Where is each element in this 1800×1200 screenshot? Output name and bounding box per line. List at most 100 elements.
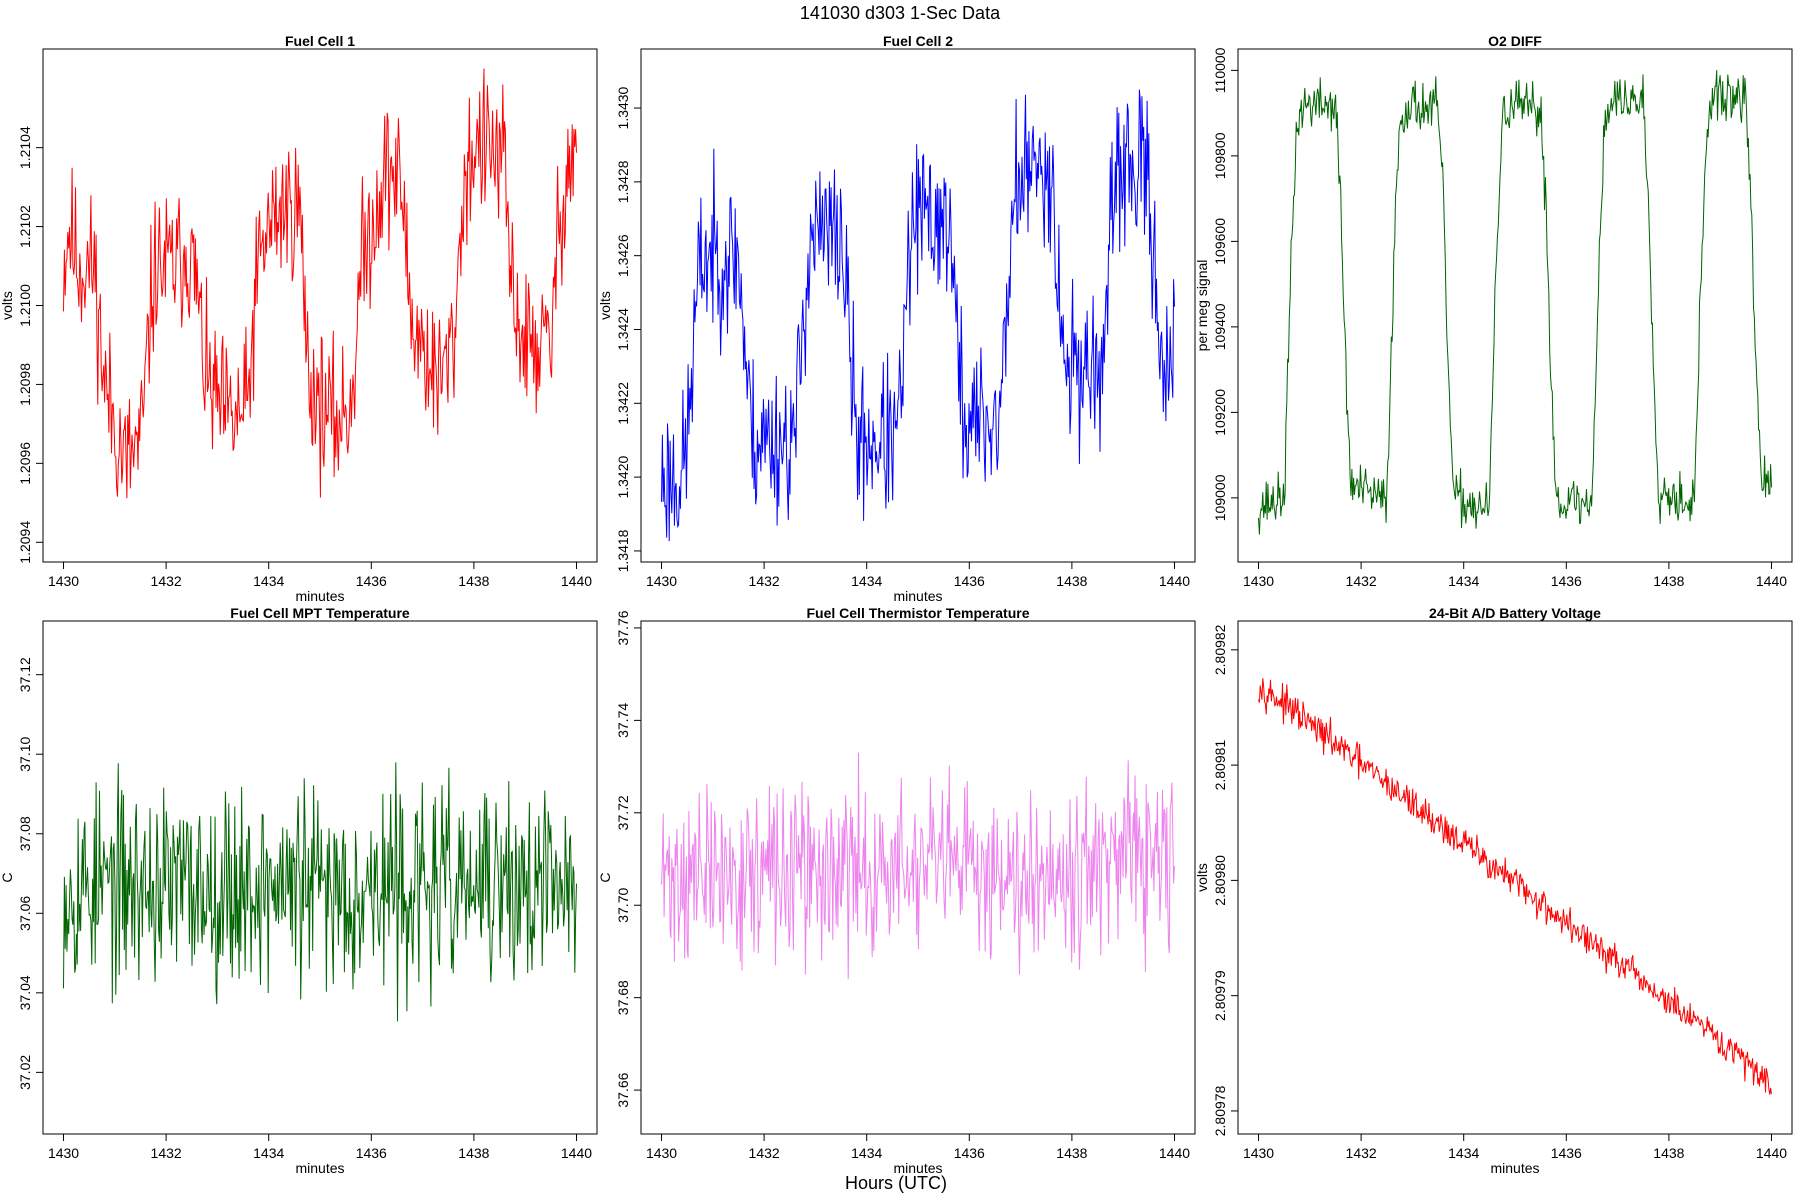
x-tick-label: 1438 <box>1056 573 1087 589</box>
panel-1: Fuel Cell 1 1430 1432 1434 1436 1438 1440 1.209… <box>0 33 598 604</box>
x-tick-label: 1432 <box>1346 573 1377 589</box>
y-tick-label: 37.68 <box>615 980 631 1015</box>
x-tick-label: 1434 <box>851 1145 882 1161</box>
y-tick-label: 37.04 <box>17 975 33 1010</box>
y-axis-label: volts <box>1194 863 1210 892</box>
x-tick-label: 1432 <box>151 1145 182 1161</box>
x-tick-label: 1438 <box>1653 1145 1684 1161</box>
y-tick-label: 37.72 <box>615 795 631 830</box>
y-tick-label: 37.66 <box>615 1072 631 1107</box>
plot-frame <box>42 48 598 563</box>
y-tick-label: 109200 <box>1212 389 1228 436</box>
panel-3: O2 DIFF 1430 1432 1434 1436 1438 1440 109000 109… <box>1194 33 1793 589</box>
series-line <box>1258 678 1772 1095</box>
x-tick-label: 1440 <box>1756 573 1787 589</box>
y-axis-label: C <box>0 872 15 882</box>
x-tick-label: 1434 <box>253 573 284 589</box>
panel-title: Fuel Cell Thermistor Temperature <box>806 605 1029 621</box>
x-tick-label: 1440 <box>561 1145 592 1161</box>
x-axis-label: minutes <box>893 1160 942 1176</box>
plot-frame <box>1237 48 1793 563</box>
x-tick-label: 1430 <box>48 573 79 589</box>
x-tick-label: 1438 <box>458 1145 489 1161</box>
x-tick-label: 1430 <box>646 573 677 589</box>
x-axis-label: minutes <box>295 1160 344 1176</box>
y-axis-label: C <box>597 872 613 882</box>
y-tick-label: 1.2100 <box>17 284 33 327</box>
x-tick-label: 1434 <box>1448 1145 1479 1161</box>
x-tick-label: 1434 <box>253 1145 284 1161</box>
y-tick-label: 2.80978 <box>1212 1085 1228 1136</box>
panel-title: Fuel Cell 2 <box>883 33 953 49</box>
plot-frame <box>640 48 1196 563</box>
y-axis-label: per meg signal <box>1194 260 1210 352</box>
y-tick-label: 1.3418 <box>615 529 631 572</box>
y-tick-label: 1.2102 <box>17 205 33 248</box>
x-tick-label: 1436 <box>954 573 985 589</box>
y-tick-label: 109000 <box>1212 474 1228 521</box>
series-line <box>661 752 1175 980</box>
x-tick-label: 1440 <box>1756 1145 1787 1161</box>
x-tick-label: 1438 <box>1653 573 1684 589</box>
x-axis-label: minutes <box>295 588 344 604</box>
y-tick-label: 37.08 <box>17 816 33 851</box>
panel-2: Fuel Cell 2 1430 1432 1434 1436 1438 1440 1.341… <box>597 33 1196 604</box>
x-tick-label: 1440 <box>561 573 592 589</box>
x-tick-label: 1438 <box>458 573 489 589</box>
plot-frame <box>640 620 1196 1135</box>
panel-title: Fuel Cell 1 <box>285 33 355 49</box>
x-tick-label: 1436 <box>356 573 387 589</box>
x-tick-label: 1440 <box>1159 1145 1190 1161</box>
y-tick-label: 1.2094 <box>17 521 33 564</box>
x-tick-label: 1434 <box>1448 573 1479 589</box>
series-line <box>63 762 577 1022</box>
x-tick-label: 1436 <box>1551 573 1582 589</box>
x-tick-label: 1436 <box>954 1145 985 1161</box>
x-tick-label: 1432 <box>1346 1145 1377 1161</box>
series-line <box>1258 70 1772 535</box>
x-tick-label: 1436 <box>356 1145 387 1161</box>
figure-x-axis-title: Hours (UTC) <box>845 1173 947 1193</box>
y-tick-label: 2.80982 <box>1212 624 1228 675</box>
y-tick-label: 1.3426 <box>615 234 631 277</box>
panel-title: Fuel Cell MPT Temperature <box>230 605 410 621</box>
figure-title: 141030 d303 1-Sec Data <box>800 3 1001 23</box>
y-tick-label: 37.70 <box>615 888 631 923</box>
y-tick-label: 1.2096 <box>17 442 33 485</box>
x-tick-label: 1432 <box>749 573 780 589</box>
panel-title: O2 DIFF <box>1488 33 1542 49</box>
y-tick-label: 1.2098 <box>17 363 33 406</box>
x-tick-label: 1430 <box>1243 573 1274 589</box>
y-tick-label: 2.80979 <box>1212 970 1228 1021</box>
x-tick-label: 1432 <box>151 573 182 589</box>
y-tick-label: 37.76 <box>615 610 631 645</box>
x-tick-label: 1430 <box>1243 1145 1274 1161</box>
x-tick-label: 1430 <box>646 1145 677 1161</box>
y-tick-label: 37.06 <box>17 896 33 931</box>
y-tick-label: 1.3424 <box>615 308 631 351</box>
y-tick-label: 109400 <box>1212 303 1228 350</box>
y-tick-label: 109800 <box>1212 132 1228 179</box>
y-tick-label: 1.3422 <box>615 382 631 425</box>
y-tick-label: 109600 <box>1212 218 1228 265</box>
y-axis-label: volts <box>597 291 613 320</box>
y-tick-label: 1.2104 <box>17 126 33 169</box>
series-line <box>661 89 1175 542</box>
x-tick-label: 1432 <box>749 1145 780 1161</box>
y-tick-label: 37.02 <box>17 1055 33 1090</box>
x-tick-label: 1430 <box>48 1145 79 1161</box>
plot-frame <box>1237 620 1793 1135</box>
panel-4: Fuel Cell MPT Temperature 1430 1432 1434 143… <box>0 605 598 1176</box>
plot-frame <box>42 620 598 1135</box>
x-tick-label: 1440 <box>1159 573 1190 589</box>
y-tick-label: 37.12 <box>17 657 33 692</box>
panel-title: 24-Bit A/D Battery Voltage <box>1429 605 1601 621</box>
y-axis-label: volts <box>0 291 15 320</box>
y-tick-label: 1.3420 <box>615 455 631 498</box>
x-tick-label: 1434 <box>851 573 882 589</box>
x-axis-label: minutes <box>893 588 942 604</box>
y-tick-label: 110000 <box>1212 47 1228 93</box>
x-tick-label: 1438 <box>1056 1145 1087 1161</box>
y-tick-label: 2.80980 <box>1212 855 1228 906</box>
